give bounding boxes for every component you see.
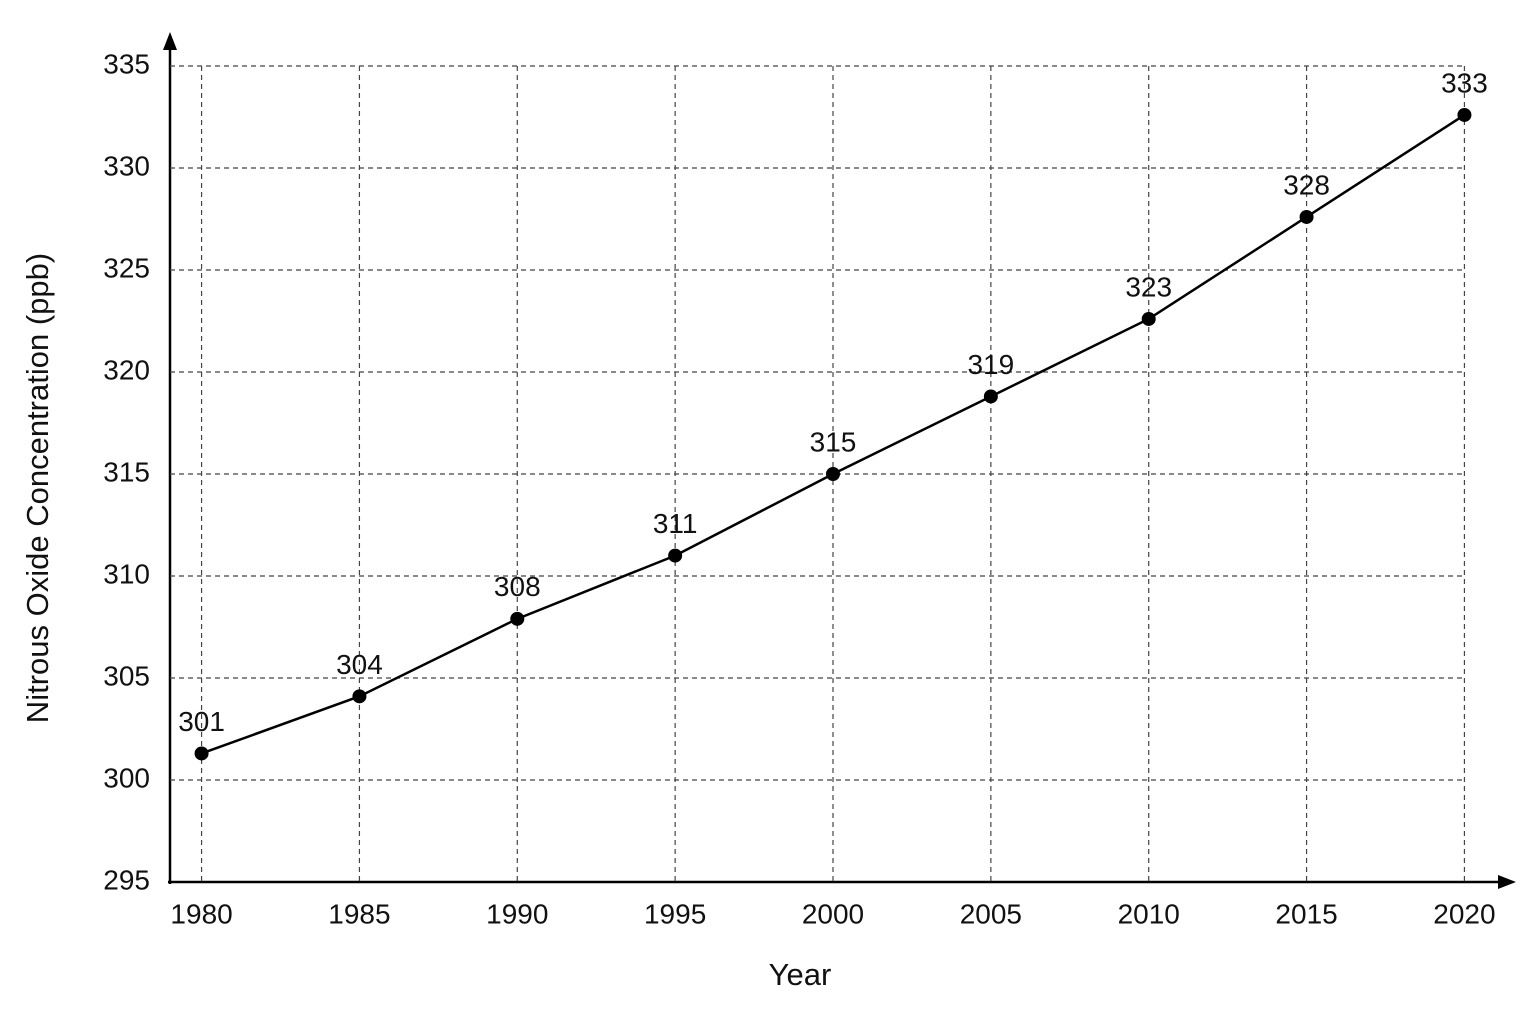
x-axis-arrow [1498, 875, 1516, 889]
point [1457, 107, 1472, 122]
data-label: 333 [1441, 67, 1488, 98]
point [826, 467, 840, 481]
y-tick-label: 305 [103, 660, 150, 691]
data-label: 328 [1283, 169, 1330, 200]
x-tick-label: 1980 [170, 898, 232, 929]
point [983, 389, 998, 404]
point [668, 548, 683, 563]
x-axis-label: Year [769, 957, 832, 992]
y-axis-label: Nitrous Oxide Concentration (ppb) [20, 253, 55, 723]
point [352, 689, 367, 704]
x-tick-label: 1995 [644, 898, 706, 929]
data-label: 301 [178, 706, 225, 737]
y-tick-label: 335 [103, 48, 150, 79]
y-tick-label: 320 [103, 354, 150, 385]
x-tick-label: 1990 [486, 898, 548, 929]
data-label: 323 [1125, 271, 1172, 302]
x-tick-label: 2010 [1118, 898, 1180, 929]
data-label: 319 [967, 349, 1014, 380]
x-tick-label: 1985 [328, 898, 390, 929]
y-tick-label: 325 [103, 252, 150, 283]
y-tick-label: 310 [103, 558, 150, 589]
point [1141, 311, 1156, 326]
y-tick-label: 315 [103, 456, 150, 487]
x-tick-label: 2000 [802, 898, 864, 929]
x-tick-label: 2020 [1433, 898, 1495, 929]
point [194, 746, 209, 761]
y-axis-arrow [163, 32, 177, 50]
y-tick-label: 295 [103, 864, 150, 895]
x-tick-label: 2005 [960, 898, 1022, 929]
x-tick-label: 2015 [1275, 898, 1337, 929]
data-label: 315 [810, 426, 857, 457]
point [1299, 209, 1314, 224]
data-label: 308 [494, 571, 541, 602]
data-label: 311 [653, 508, 698, 539]
data-label: 304 [336, 649, 383, 680]
y-tick-label: 330 [103, 150, 150, 181]
point [510, 611, 525, 626]
y-tick-label: 300 [103, 762, 150, 793]
